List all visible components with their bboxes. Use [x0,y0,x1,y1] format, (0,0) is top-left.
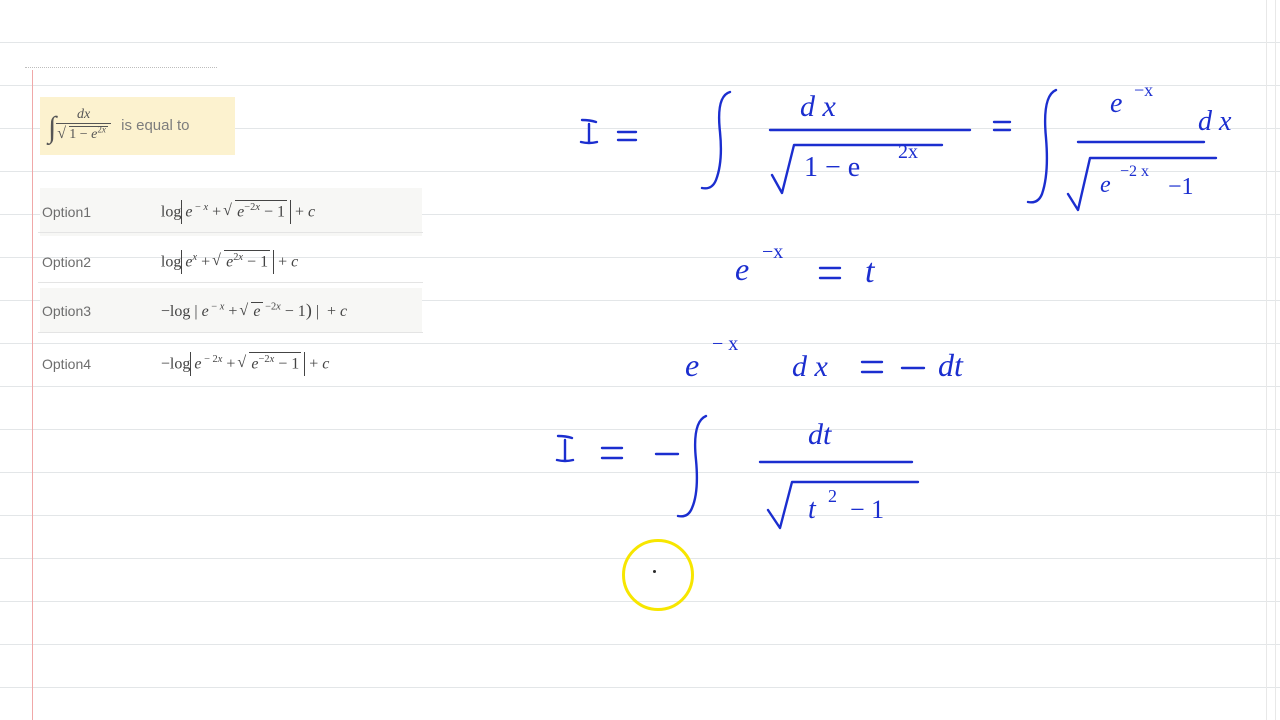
option-row-2[interactable]: Option2 logex + e2x − 1 + c [40,238,422,286]
option-label: Option3 [42,303,157,319]
option-label: Option1 [42,204,157,220]
question-integral: ∫ dx 1 − e2x [48,107,111,145]
question-box: ∫ dx 1 − e2x is equal to [40,97,235,155]
option-row-1[interactable]: Option1 loge − x + e−2x − 1 + c [40,188,422,236]
option-math-1: loge − x + e−2x − 1 + c [161,200,315,224]
option-math-2: logex + e2x − 1 + c [161,250,298,274]
question-suffix: is equal to [121,117,189,134]
tab-handle [25,67,217,70]
right-guide-1 [1266,0,1267,720]
option-math-4: −loge − 2x + e−2x − 1 + c [161,352,329,376]
option-math-3: −log | e − x + e −2x − 1) | + c [161,300,347,321]
red-margin-line [32,70,33,720]
option-row-3[interactable]: Option3 −log | e − x + e −2x − 1) | + c [40,288,422,333]
option-sep [38,332,423,333]
option-sep [38,282,423,283]
cursor-dot [653,570,656,573]
option-label: Option4 [42,356,157,372]
option-row-4[interactable]: Option4 −loge − 2x + e−2x − 1 + c [40,340,422,388]
cursor-highlight-ring [622,539,694,611]
option-sep [38,232,423,233]
right-guide-2 [1275,0,1276,720]
option-label: Option2 [42,254,157,270]
